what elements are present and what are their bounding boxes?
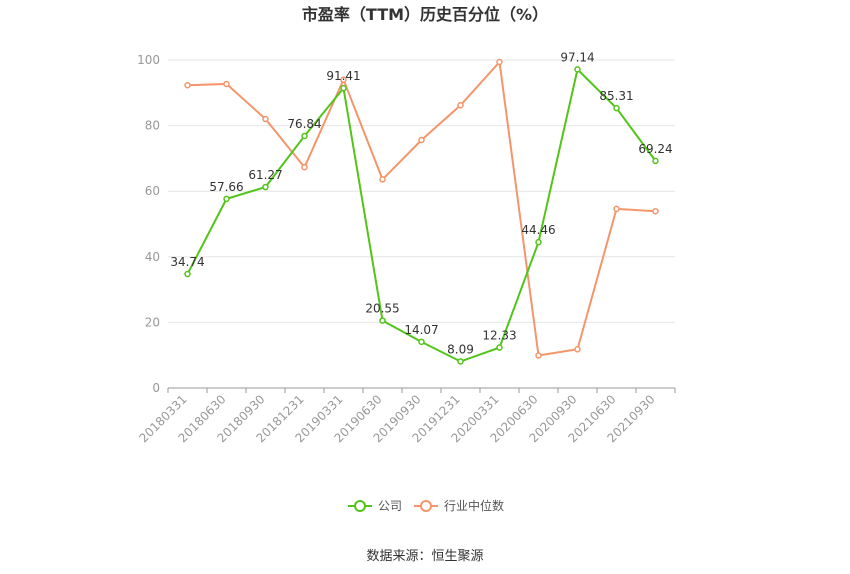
data-point[interactable] <box>613 104 620 112</box>
data-point[interactable] <box>340 84 347 92</box>
data-point[interactable] <box>262 183 269 191</box>
data-label: 69.24 <box>638 142 672 156</box>
data-label: 12.33 <box>482 329 516 343</box>
series-lines <box>184 58 659 365</box>
y-tick-label: 20 <box>145 315 160 329</box>
y-tick-label: 80 <box>145 119 160 133</box>
data-label: 91.41 <box>326 69 360 83</box>
data-label: 44.46 <box>521 223 555 237</box>
legend[interactable]: 公司 行业中位数 <box>348 498 504 513</box>
data-labels: 34.74 57.66 61.27 76.84 91.41 20.55 14.07 8.09 1… <box>170 50 672 356</box>
legend-swatch-marker <box>420 500 432 512</box>
y-tick-label: 100 <box>137 53 160 67</box>
data-point[interactable] <box>223 80 230 88</box>
chart-title: 市盈率（TTM）历史百分位（%） <box>302 5 548 24</box>
data-point[interactable] <box>301 132 308 140</box>
legend-label: 行业中位数 <box>444 498 504 513</box>
data-label: 97.14 <box>560 50 594 64</box>
data-point[interactable] <box>379 176 386 183</box>
source-text: 数据来源：恒生聚源 <box>366 549 483 564</box>
data-point[interactable] <box>457 102 464 109</box>
data-label: 57.66 <box>209 180 243 194</box>
data-point[interactable] <box>574 346 581 353</box>
data-point[interactable] <box>184 270 191 278</box>
data-label: 14.07 <box>404 323 438 337</box>
data-label: 34.74 <box>170 255 204 269</box>
data-point[interactable] <box>457 358 464 365</box>
data-point[interactable] <box>418 136 425 144</box>
data-point[interactable] <box>652 207 659 215</box>
data-point[interactable] <box>496 344 503 351</box>
y-tick-label: 0 <box>152 381 160 395</box>
data-label: 20.55 <box>365 302 399 316</box>
data-point[interactable] <box>301 164 308 171</box>
data-point[interactable] <box>574 66 581 73</box>
data-label: 8.09 <box>447 342 474 356</box>
data-point[interactable] <box>496 58 503 66</box>
data-label: 76.84 <box>287 117 321 131</box>
data-point[interactable] <box>340 76 347 83</box>
data-point[interactable] <box>652 157 659 165</box>
data-label: 85.31 <box>599 89 633 103</box>
y-axis: 0 20 40 60 80 100 <box>137 53 160 395</box>
data-point[interactable] <box>418 338 425 346</box>
data-point[interactable] <box>613 205 620 213</box>
data-point[interactable] <box>535 352 542 359</box>
x-axis: 2018033120180630201809302018123120190331… <box>137 387 676 445</box>
legend-swatch-marker <box>354 500 366 512</box>
data-label: 61.27 <box>248 168 282 182</box>
y-tick-label: 60 <box>145 184 160 198</box>
series-line <box>187 59 656 357</box>
data-point[interactable] <box>535 238 542 246</box>
legend-label: 公司 <box>378 499 402 513</box>
data-point[interactable] <box>379 317 386 324</box>
data-point[interactable] <box>184 82 191 89</box>
data-point[interactable] <box>262 115 269 123</box>
y-tick-label: 40 <box>145 250 160 264</box>
data-point[interactable] <box>223 195 230 203</box>
